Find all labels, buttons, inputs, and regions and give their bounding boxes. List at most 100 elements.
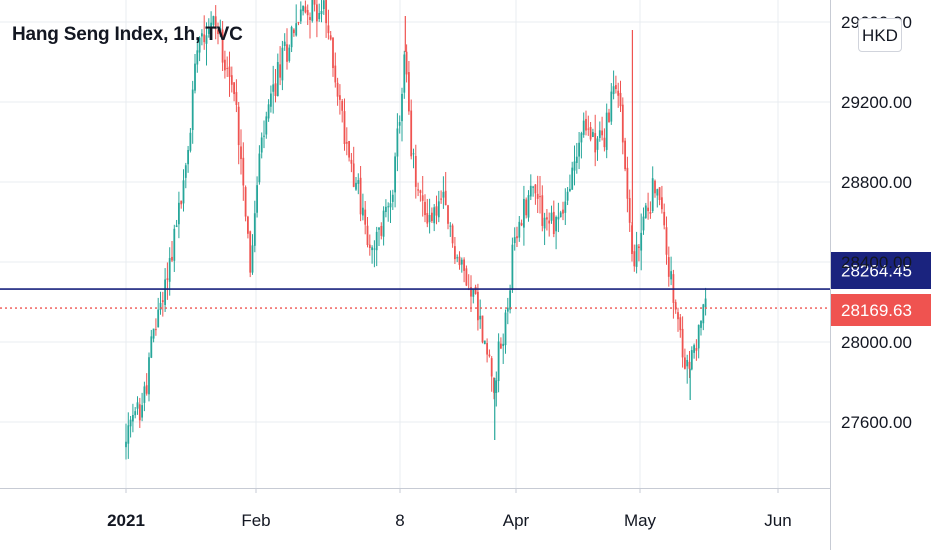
currency-badge[interactable]: HKD xyxy=(858,18,902,52)
candle xyxy=(247,215,249,239)
candle-body xyxy=(401,93,403,122)
candle-body xyxy=(286,44,288,62)
candle xyxy=(371,245,373,264)
candle xyxy=(674,299,677,314)
candle-body xyxy=(557,216,560,220)
candle-body xyxy=(428,215,431,223)
candle-body xyxy=(339,95,341,100)
candle xyxy=(263,120,265,149)
candle xyxy=(456,254,459,263)
candle xyxy=(435,195,438,225)
candle-body xyxy=(159,302,162,310)
candle xyxy=(644,202,647,219)
candle-body xyxy=(345,142,348,144)
candle xyxy=(152,328,155,343)
candle xyxy=(352,146,355,188)
candle xyxy=(189,128,192,153)
candle xyxy=(256,176,258,218)
candle xyxy=(431,207,433,223)
candle xyxy=(555,215,557,250)
candle-body xyxy=(389,203,392,208)
candle xyxy=(571,161,574,190)
candle-body xyxy=(396,128,399,157)
candle xyxy=(203,15,206,50)
candle-body xyxy=(684,357,686,369)
candle xyxy=(518,215,521,242)
candle xyxy=(270,85,272,113)
candle-body xyxy=(546,217,548,220)
candle xyxy=(605,103,608,159)
candle xyxy=(378,227,380,247)
candle xyxy=(265,111,268,139)
candle-body xyxy=(695,347,698,351)
candle-body xyxy=(573,161,576,171)
candle xyxy=(695,339,698,361)
candle-body xyxy=(559,212,562,218)
candle xyxy=(548,212,551,237)
candle-body xyxy=(451,225,454,244)
candle-body xyxy=(196,50,199,65)
x-tick-label: Apr xyxy=(503,511,530,530)
candle xyxy=(375,226,378,267)
candle xyxy=(552,200,555,238)
candle xyxy=(677,307,679,332)
candle xyxy=(442,176,445,209)
candle-body xyxy=(145,385,148,394)
candle-body xyxy=(543,217,546,229)
candle-body xyxy=(582,120,585,135)
candle-body xyxy=(203,34,206,43)
candle-body xyxy=(426,213,429,224)
candle xyxy=(132,403,134,433)
candle xyxy=(596,136,599,161)
candle-body xyxy=(690,350,693,370)
candle xyxy=(387,202,390,222)
candle-body xyxy=(366,225,369,246)
candle xyxy=(573,145,576,186)
candle xyxy=(493,377,495,400)
candle-body xyxy=(598,130,601,138)
candle-body xyxy=(465,268,468,286)
candle xyxy=(557,202,560,233)
candle-body xyxy=(217,30,219,35)
candle-body xyxy=(539,196,541,198)
candle-body xyxy=(621,104,624,143)
candle xyxy=(306,4,309,26)
candle-body xyxy=(408,72,410,112)
last-price-label: 28169.63 xyxy=(841,301,912,320)
candle-body xyxy=(440,198,442,200)
candle xyxy=(398,115,401,134)
candle xyxy=(569,174,571,193)
candle xyxy=(290,25,293,53)
candle xyxy=(279,46,281,86)
candle xyxy=(463,257,465,283)
candle-body xyxy=(529,185,532,197)
candle-body xyxy=(274,83,277,96)
candle-body xyxy=(527,195,530,218)
candle xyxy=(594,114,597,167)
candle-body xyxy=(237,106,240,146)
candle-body xyxy=(378,227,380,230)
candle-body xyxy=(178,202,180,225)
candle-body xyxy=(150,336,153,358)
candle-body xyxy=(391,194,394,202)
candle-body xyxy=(224,59,226,71)
candle xyxy=(182,169,185,212)
candle xyxy=(196,37,199,73)
candle-body xyxy=(265,116,268,135)
candle-body xyxy=(626,167,629,199)
candle xyxy=(640,213,643,271)
candle-body xyxy=(640,232,643,251)
candle xyxy=(690,346,693,371)
candle-body xyxy=(205,35,208,44)
candle-body xyxy=(516,236,518,239)
candle-body xyxy=(371,247,373,251)
candle-body xyxy=(164,279,166,305)
candle xyxy=(201,29,203,46)
candle-body xyxy=(201,33,203,37)
candle xyxy=(617,82,620,108)
candle xyxy=(612,70,615,100)
candle xyxy=(129,415,132,438)
candle-body xyxy=(477,291,479,321)
